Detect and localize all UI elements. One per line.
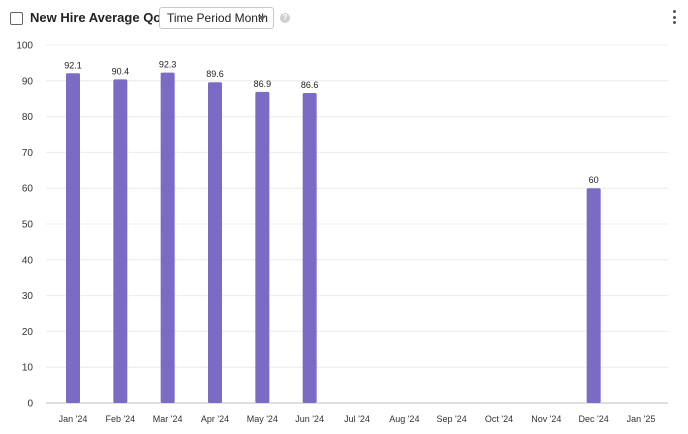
x-tick-label: Jan '24 — [59, 414, 88, 424]
y-tick-label: 20 — [22, 327, 34, 338]
select-checkbox[interactable] — [10, 12, 23, 25]
chevron-down-icon — [258, 16, 266, 21]
x-tick-label: Mar '24 — [153, 414, 183, 424]
chart-title: New Hire Average QoH per — [30, 10, 195, 25]
bar — [208, 82, 222, 404]
data-label: 89.6 — [206, 69, 224, 79]
x-tick-label: Oct '24 — [485, 414, 513, 424]
bar — [113, 79, 128, 404]
y-tick-label: 90 — [22, 76, 34, 87]
y-tick-label: 80 — [22, 112, 34, 123]
data-label: 90.4 — [112, 66, 130, 76]
x-tick-label: Feb '24 — [105, 414, 135, 424]
y-tick-label: 0 — [27, 399, 33, 410]
x-tick-label: Jan '25 — [627, 414, 656, 424]
y-tick-label: 30 — [22, 291, 34, 302]
bar — [160, 72, 175, 403]
x-tick-label: Aug '24 — [389, 414, 419, 424]
x-tick-label: Nov '24 — [531, 414, 561, 424]
x-tick-label: Jul '24 — [344, 414, 370, 424]
time-period-select-value: Time Period Month — [167, 11, 268, 25]
more-options-icon[interactable] — [671, 10, 677, 26]
bar — [302, 92, 317, 404]
y-tick-label: 100 — [16, 41, 33, 52]
data-label: 60 — [589, 175, 599, 185]
y-tick-label: 70 — [22, 148, 34, 159]
chart-header: New Hire Average QoH per Time Period Mon… — [0, 0, 688, 38]
x-tick-label: Sep '24 — [437, 414, 467, 424]
data-label: 92.3 — [159, 60, 177, 70]
y-tick-label: 40 — [22, 255, 34, 266]
data-label: 86.9 — [254, 79, 272, 89]
time-period-select[interactable]: Time Period Month — [159, 7, 274, 29]
y-tick-label: 50 — [22, 220, 34, 231]
bar — [255, 91, 270, 403]
bar — [66, 73, 80, 404]
data-label: 92.1 — [64, 60, 82, 70]
help-icon[interactable]: ? — [280, 13, 290, 23]
data-label: 86.6 — [301, 80, 319, 90]
y-tick-label: 60 — [22, 184, 34, 195]
x-tick-label: Jun '24 — [295, 414, 324, 424]
x-tick-label: Dec '24 — [579, 414, 609, 424]
x-tick-label: May '24 — [247, 414, 278, 424]
y-tick-label: 10 — [22, 363, 34, 374]
bar — [586, 188, 601, 403]
x-tick-label: Apr '24 — [201, 414, 229, 424]
